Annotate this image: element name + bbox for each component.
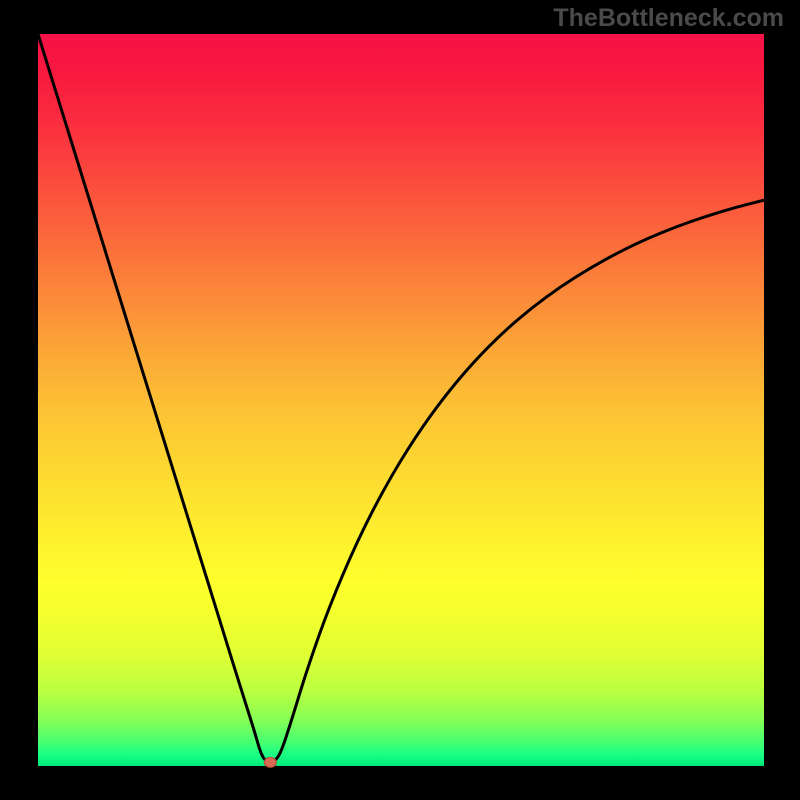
bottleneck-curve	[0, 0, 800, 800]
curve-path	[38, 34, 764, 762]
chart-frame: TheBottleneck.com	[0, 0, 800, 800]
valley-marker	[264, 757, 276, 767]
